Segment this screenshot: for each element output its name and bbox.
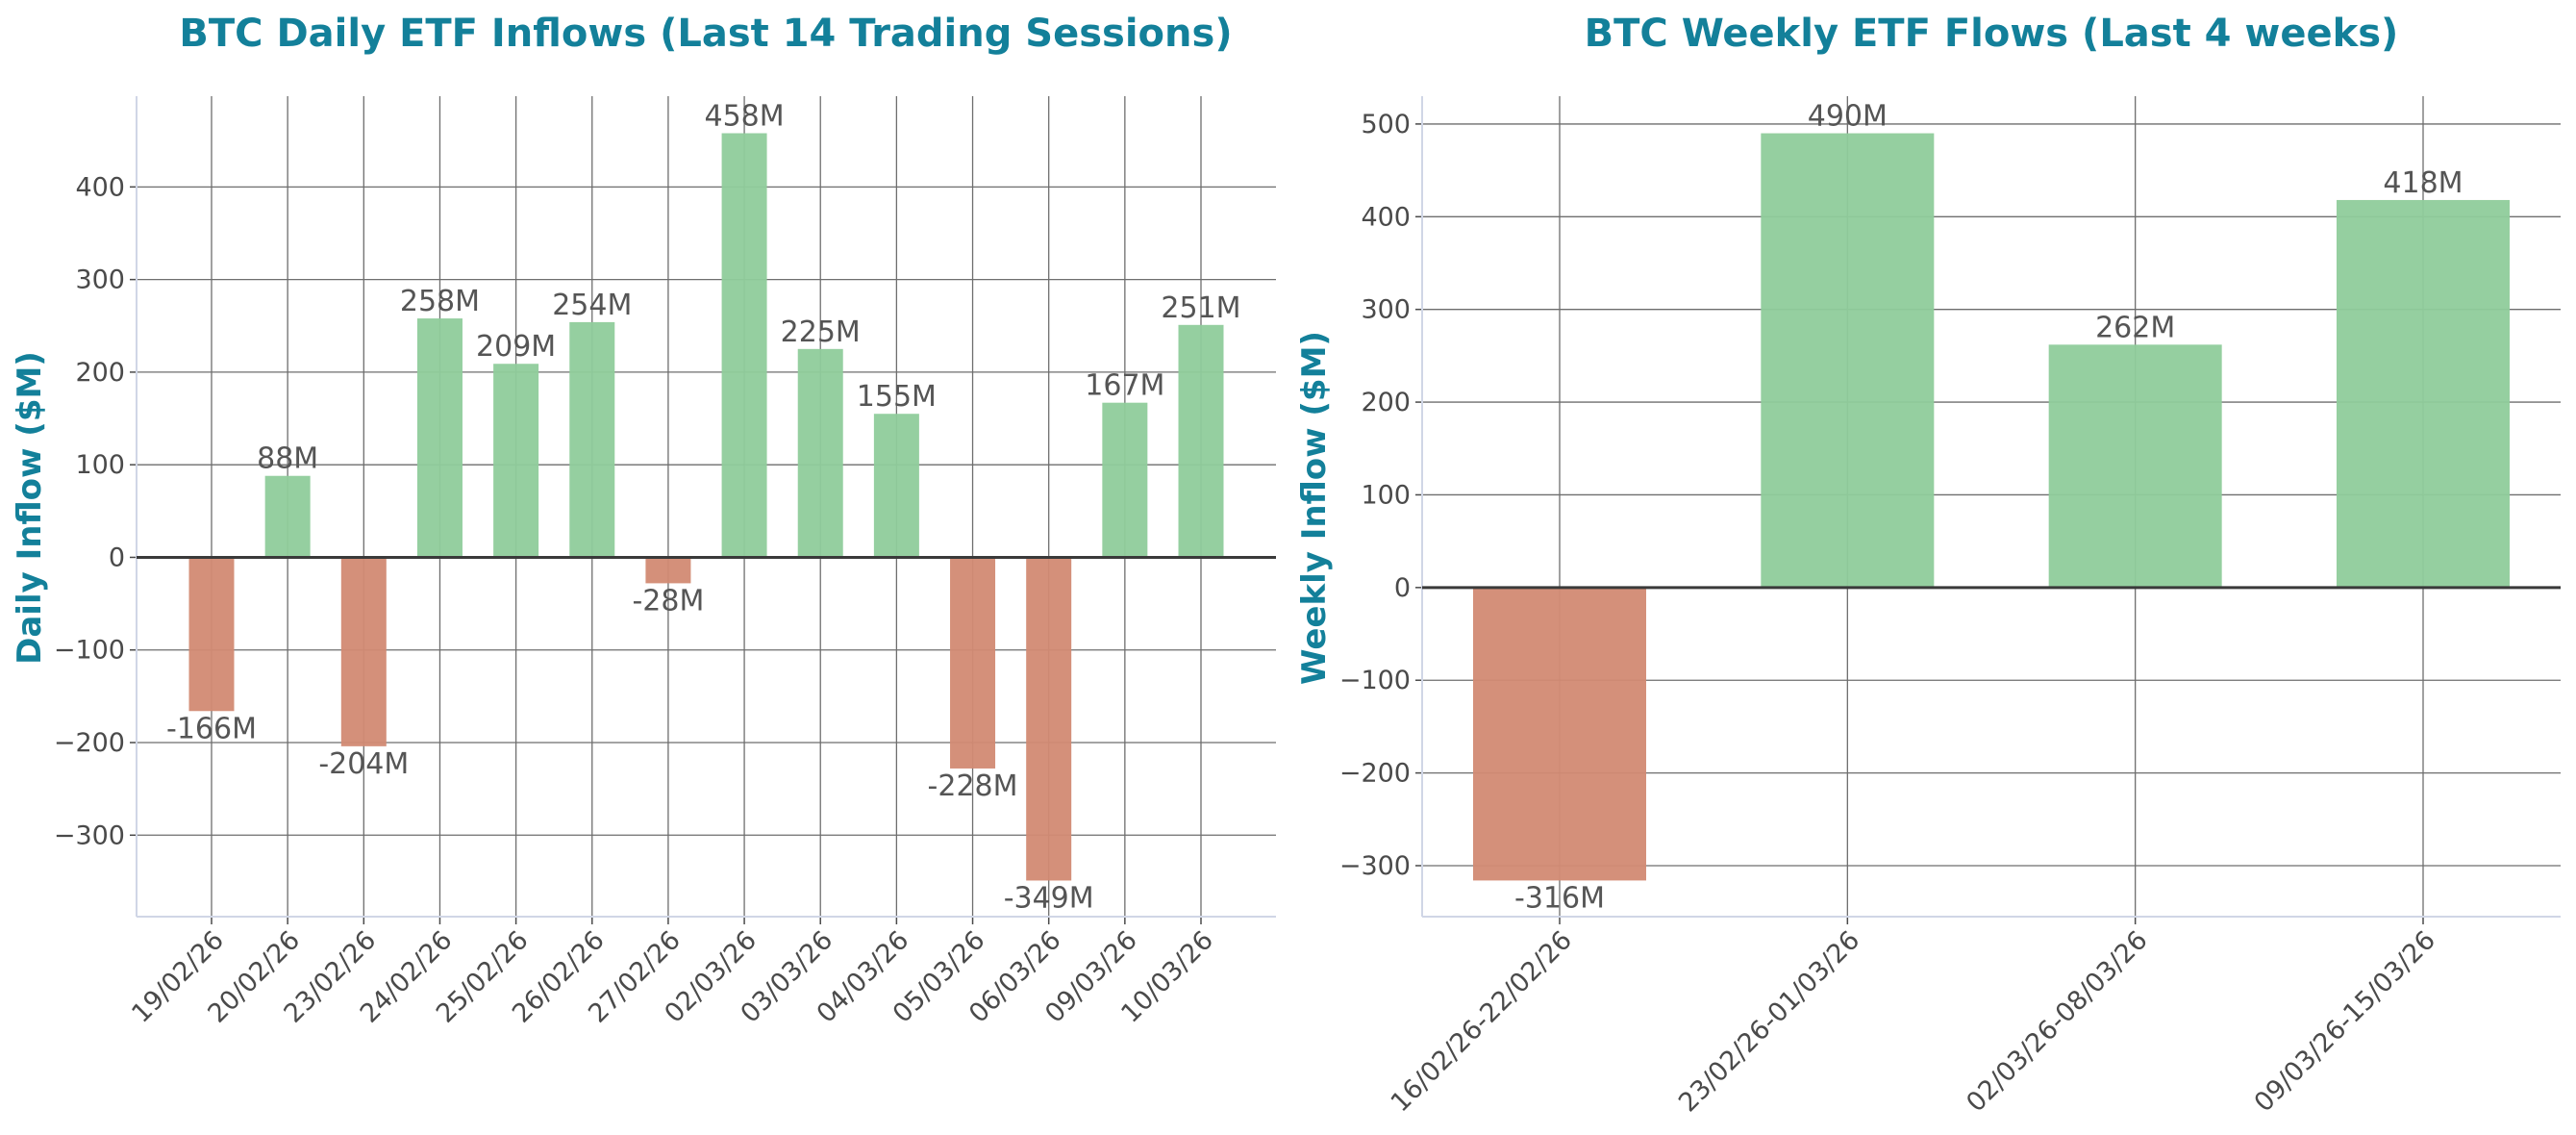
weekly-y-axis-label: Weekly Inflow ($M)	[1295, 331, 1334, 685]
y-tick-label: 100	[75, 450, 125, 480]
outflow-bar	[188, 557, 235, 712]
y-tick-label: −100	[54, 636, 125, 666]
inflow-bar	[1761, 133, 1935, 588]
daily-chart-title: BTC Daily ETF Inflows (Last 14 Trading S…	[179, 12, 1232, 56]
y-tick-label: 0	[109, 542, 125, 572]
inflow-bar	[721, 133, 767, 558]
daily-y-axis-label: Daily Inflow ($M)	[11, 351, 49, 665]
y-tick-label: 400	[1361, 202, 1411, 232]
bar-value-label: 225M	[781, 315, 861, 349]
bar-value-label: -204M	[318, 747, 409, 781]
weekly-chart-title: BTC Weekly ETF Flows (Last 4 weeks)	[1585, 12, 2399, 56]
bar-value-label: 262M	[2095, 311, 2175, 344]
y-tick-label: 200	[1361, 388, 1411, 417]
y-tick-label: −300	[54, 820, 125, 850]
inflow-bar	[1178, 324, 1224, 558]
inflow-bar	[416, 318, 463, 558]
inflow-bar	[264, 475, 311, 558]
x-tick-label: 23/02/26-01/03/26	[1673, 925, 1865, 1118]
y-tick-label: 400	[75, 172, 125, 202]
y-tick-label: −100	[1339, 666, 1411, 695]
inflow-bar	[2337, 199, 2510, 588]
bar-value-label: 155M	[857, 380, 937, 414]
outflow-bar	[1473, 587, 1646, 881]
y-tick-label: −300	[1339, 851, 1411, 881]
bar-value-label: -316M	[1514, 881, 1605, 915]
y-tick-label: 300	[1361, 295, 1411, 325]
outflow-bar	[950, 557, 996, 769]
outflow-bar	[645, 557, 691, 584]
bar-value-label: 88M	[257, 442, 318, 476]
bar-value-label: -166M	[166, 712, 257, 745]
bar-value-label: 167M	[1085, 369, 1164, 403]
bar-value-label: -349M	[1004, 881, 1094, 915]
bar-value-label: -228M	[928, 769, 1018, 803]
bar-value-label: 258M	[400, 285, 480, 318]
x-tick-label: 09/03/26-15/03/26	[2249, 925, 2441, 1118]
daily-inflows-chart: BTC Daily ETF Inflows (Last 14 Trading S…	[11, 12, 1276, 1029]
y-tick-label: 200	[75, 358, 125, 388]
y-tick-label: 500	[1361, 110, 1411, 139]
inflow-bar	[873, 414, 919, 558]
bar-value-label: -28M	[632, 584, 704, 618]
bar-value-label: 458M	[704, 100, 784, 134]
y-tick-label: −200	[1339, 759, 1411, 789]
y-tick-label: 0	[1394, 573, 1411, 603]
bar-value-label: 490M	[1808, 100, 1888, 134]
y-tick-label: −200	[54, 728, 125, 758]
x-tick-label: 02/03/26-08/03/26	[1961, 925, 2153, 1118]
weekly-flows-chart: BTC Weekly ETF Flows (Last 4 weeks) Week…	[1295, 12, 2561, 1118]
y-tick-label: 100	[1361, 480, 1411, 510]
bar-value-label: 209M	[476, 330, 556, 364]
bar-value-label: 251M	[1161, 291, 1240, 325]
outflow-bar	[340, 557, 387, 746]
inflow-bar	[493, 364, 539, 558]
outflow-bar	[1026, 557, 1072, 881]
inflow-bar	[797, 348, 843, 558]
y-tick-label: 300	[75, 265, 125, 295]
bar-value-label: 254M	[552, 289, 632, 322]
inflow-bar	[1102, 402, 1148, 558]
inflow-bar	[569, 321, 615, 558]
inflow-bar	[2048, 344, 2222, 588]
bar-value-label: 418M	[2383, 166, 2463, 200]
x-tick-label: 16/02/26-22/02/26	[1386, 925, 1578, 1118]
